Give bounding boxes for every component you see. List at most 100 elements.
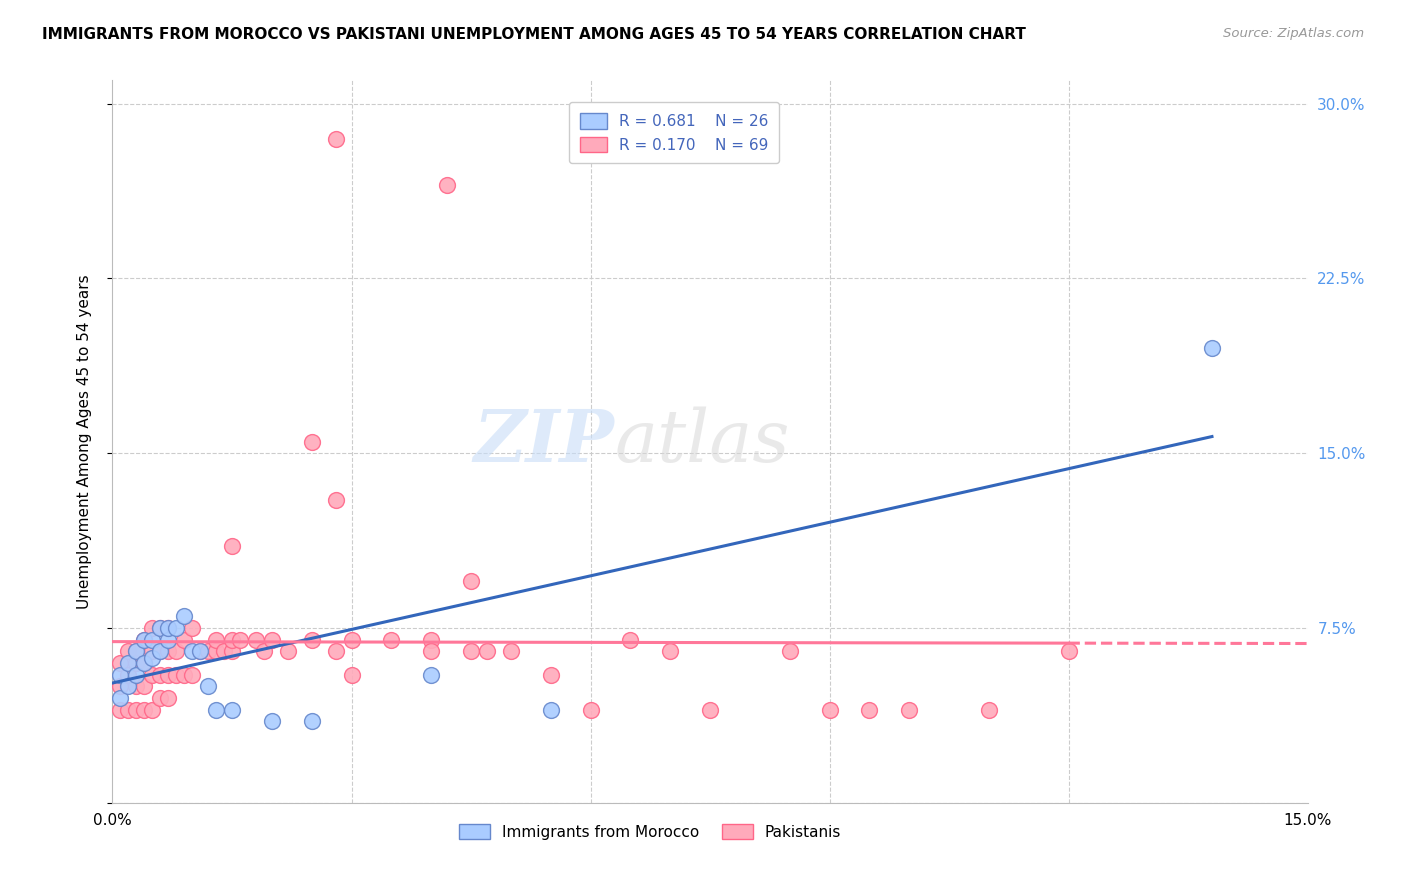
Point [205,702,228,716]
Point [157,632,180,647]
Point [221,540,243,554]
Point [117,656,139,670]
Point [340,667,363,681]
Point [277,644,299,658]
Point [149,644,172,658]
Point [141,651,163,665]
Point [420,644,443,658]
Point [149,690,172,705]
Point [205,632,228,647]
Point [125,644,148,658]
Point [173,609,195,624]
Point [125,667,148,681]
Point [157,644,180,658]
Point [436,178,458,193]
Point [141,621,163,635]
Point [110,656,132,670]
Point [460,574,482,589]
Point [325,644,347,658]
Point [134,679,156,693]
Point [165,621,187,635]
Point [779,644,801,658]
Point [221,702,243,716]
Point [141,632,163,647]
Point [325,131,347,145]
Point [659,644,682,658]
Point [340,632,363,647]
Point [125,656,148,670]
Point [619,632,641,647]
Point [125,702,148,716]
Point [165,667,187,681]
Point [157,621,180,635]
Point [977,702,1000,716]
Point [173,632,195,647]
Point [380,632,402,647]
Point [260,632,283,647]
Point [134,632,156,647]
Point [125,644,148,658]
Point [205,644,228,658]
Point [181,667,204,681]
Point [141,667,163,681]
Point [197,679,219,693]
Text: Source: ZipAtlas.com: Source: ZipAtlas.com [1223,27,1364,40]
Point [197,644,219,658]
Point [1057,644,1080,658]
Point [1201,341,1223,355]
Point [301,632,323,647]
Point [149,621,172,635]
Point [173,667,195,681]
Point [141,702,163,716]
Point [475,644,498,658]
Point [420,667,443,681]
Point [188,644,211,658]
Point [165,644,187,658]
Point [181,644,204,658]
Point [540,702,562,716]
Point [134,702,156,716]
Point [134,656,156,670]
Point [149,667,172,681]
Point [149,621,172,635]
Y-axis label: Unemployment Among Ages 45 to 54 years: Unemployment Among Ages 45 to 54 years [77,274,91,609]
Point [221,632,243,647]
Point [460,644,482,658]
Legend: Immigrants from Morocco, Pakistanis: Immigrants from Morocco, Pakistanis [453,818,848,846]
Point [301,434,323,449]
Point [858,702,880,716]
Text: atlas: atlas [614,406,790,477]
Point [117,667,139,681]
Point [181,621,204,635]
Point [110,690,132,705]
Point [229,632,252,647]
Text: ZIP: ZIP [474,406,614,477]
Point [221,644,243,658]
Point [540,667,562,681]
Point [579,702,602,716]
Point [157,690,180,705]
Point [499,644,522,658]
Point [110,679,132,693]
Point [134,656,156,670]
Point [125,679,148,693]
Point [134,632,156,647]
Point [117,644,139,658]
Point [117,702,139,716]
Point [110,702,132,716]
Point [117,679,139,693]
Point [245,632,267,647]
Point [301,714,323,729]
Point [260,714,283,729]
Point [157,667,180,681]
Point [110,667,132,681]
Point [325,492,347,507]
Point [212,644,235,658]
Point [818,702,841,716]
Point [898,702,921,716]
Point [253,644,276,658]
Point [699,702,721,716]
Text: IMMIGRANTS FROM MOROCCO VS PAKISTANI UNEMPLOYMENT AMONG AGES 45 TO 54 YEARS CORR: IMMIGRANTS FROM MOROCCO VS PAKISTANI UNE… [42,27,1026,42]
Point [149,644,172,658]
Point [141,644,163,658]
